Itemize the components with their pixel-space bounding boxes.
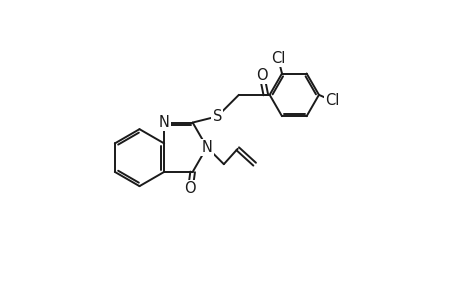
Text: O: O — [184, 181, 196, 196]
Text: S: S — [212, 109, 222, 124]
Text: N: N — [158, 115, 169, 130]
Text: O: O — [256, 68, 267, 83]
Text: Cl: Cl — [325, 94, 339, 109]
Text: N: N — [201, 140, 212, 155]
Text: Cl: Cl — [270, 51, 285, 66]
